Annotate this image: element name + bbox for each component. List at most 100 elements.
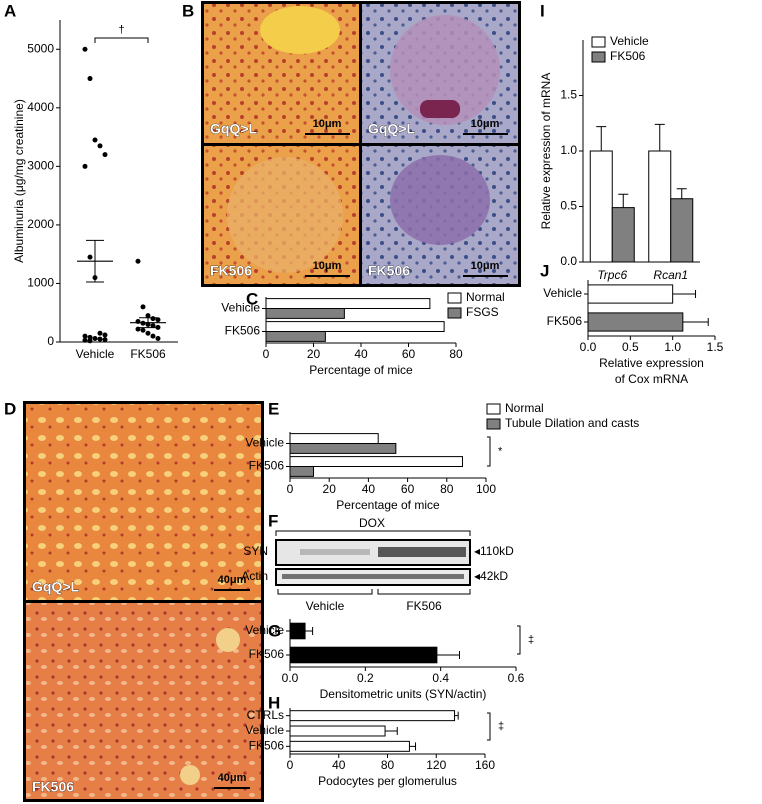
- panel-label: H: [268, 693, 280, 712]
- data-point: [102, 337, 108, 343]
- y-tick-label: 0.5: [560, 199, 577, 213]
- legend-label: Tubule Dilation and casts: [505, 416, 639, 430]
- bar: [289, 443, 397, 454]
- x-tick-label: 0: [263, 347, 270, 361]
- x-tick-label: 20: [307, 347, 321, 361]
- image-label: GqQ>L: [368, 121, 416, 137]
- x-tick-label: 40: [332, 758, 346, 772]
- image-label: FK506: [32, 779, 74, 795]
- y-tick-label: 0: [47, 334, 54, 348]
- panel-label: C: [246, 289, 258, 308]
- y-tick-label: 1000: [27, 276, 54, 290]
- blot-row-label: SYN: [243, 544, 268, 558]
- bar: [289, 725, 386, 737]
- error-bar: [454, 711, 459, 720]
- x-tick-label: Rcan1: [653, 268, 688, 282]
- scale-bar-label: 40μm: [218, 574, 247, 586]
- x-axis-label: Podocytes per glomerulus: [318, 774, 457, 788]
- y-tick-label: Vehicle: [543, 286, 582, 300]
- data-point: [145, 313, 151, 319]
- data-point: [135, 258, 141, 264]
- x-tick-label: 80: [381, 758, 395, 772]
- y-axis-label: Albuminuria (μg/mg creatinine): [12, 99, 26, 263]
- scale-bar-label: 10μm: [313, 118, 342, 130]
- data-point: [82, 337, 88, 343]
- x-tick-label: 0.0: [580, 340, 597, 354]
- data-point: [87, 338, 93, 344]
- scale-bar-label: 40μm: [218, 772, 247, 784]
- legend-label: FSGS: [466, 305, 499, 319]
- x-axis-label: Densitometric units (SYN/actin): [320, 687, 487, 701]
- scale-bar-label: 10μm: [471, 260, 500, 272]
- legend-swatch: [591, 51, 606, 63]
- error-bar: [672, 290, 697, 298]
- blot-size: ◂42kD: [474, 569, 508, 583]
- legend-swatch: [486, 403, 501, 415]
- bar: [587, 284, 674, 304]
- data-point: [97, 143, 103, 149]
- annotation: ‡: [498, 720, 504, 732]
- data-point: [155, 335, 161, 341]
- error-bar: [305, 627, 314, 635]
- data-point: [150, 316, 156, 322]
- bar: [289, 622, 306, 640]
- y-tick-label: FK506: [547, 314, 583, 328]
- data-point: [97, 330, 103, 336]
- bar: [587, 312, 684, 332]
- bar: [611, 207, 635, 263]
- y-tick-label: 3000: [27, 159, 54, 173]
- blot-treatment: DOX: [359, 516, 385, 530]
- data-point: [82, 333, 88, 339]
- error-bar: [139, 317, 157, 329]
- x-axis-label: Percentage of mice: [309, 363, 413, 377]
- y-tick-label: FK506: [249, 647, 285, 661]
- western-blot: DOX SYN Actin ◂110kD ◂42kD Vehicle FK506: [241, 516, 514, 613]
- y-tick-label: Vehicle: [245, 723, 284, 737]
- bar: [265, 308, 345, 319]
- x-tick-label: 1.5: [707, 340, 724, 354]
- y-tick-label: 2000: [27, 217, 54, 231]
- x-tick-label: 0.0: [282, 671, 299, 685]
- error-bar: [86, 239, 104, 283]
- data-point: [102, 332, 108, 338]
- annotation: ‡: [528, 634, 534, 646]
- data-point: [92, 335, 98, 341]
- y-tick-label: FK506: [249, 739, 285, 753]
- error-bar: [385, 727, 398, 735]
- y-axis-label: Relative expression of mRNA: [539, 73, 553, 230]
- x-tick-label: FK506: [130, 347, 166, 361]
- x-tick-label: 40: [362, 482, 376, 496]
- data-point: [97, 336, 103, 342]
- y-tick-label: 1.0: [560, 143, 577, 157]
- bracket: [94, 37, 149, 43]
- x-tick-label: 0.4: [432, 671, 449, 685]
- panel-label: I: [540, 1, 545, 20]
- data-point: [145, 330, 151, 336]
- bar: [670, 198, 694, 263]
- panel-label: E: [268, 399, 279, 418]
- data-point: [140, 327, 146, 333]
- x-tick-label: 1.0: [664, 340, 681, 354]
- x-axis-label: of Cox mRNA: [615, 372, 688, 386]
- error-bar: [409, 742, 417, 751]
- x-tick-label: 60: [402, 347, 416, 361]
- x-tick-label: 160: [475, 758, 495, 772]
- blot-group: Vehicle: [306, 599, 345, 613]
- legend-swatch: [591, 36, 606, 48]
- scale-bar-label: 10μm: [313, 260, 342, 272]
- data-point: [92, 137, 98, 143]
- bracket: [487, 436, 491, 467]
- blot-row-label: Actin: [241, 569, 268, 583]
- legend-label: Vehicle: [610, 34, 649, 48]
- x-tick-label: 20: [323, 482, 337, 496]
- x-tick-label: 80: [440, 482, 454, 496]
- error-bar: [654, 123, 665, 151]
- data-point: [87, 76, 93, 82]
- bar: [648, 150, 672, 263]
- y-tick-label: Vehicle: [245, 436, 284, 450]
- y-tick-label: 0.0: [560, 254, 577, 268]
- y-tick-label: FK506: [225, 324, 261, 338]
- x-tick-label: Vehicle: [76, 347, 115, 361]
- blot-group: FK506: [406, 599, 442, 613]
